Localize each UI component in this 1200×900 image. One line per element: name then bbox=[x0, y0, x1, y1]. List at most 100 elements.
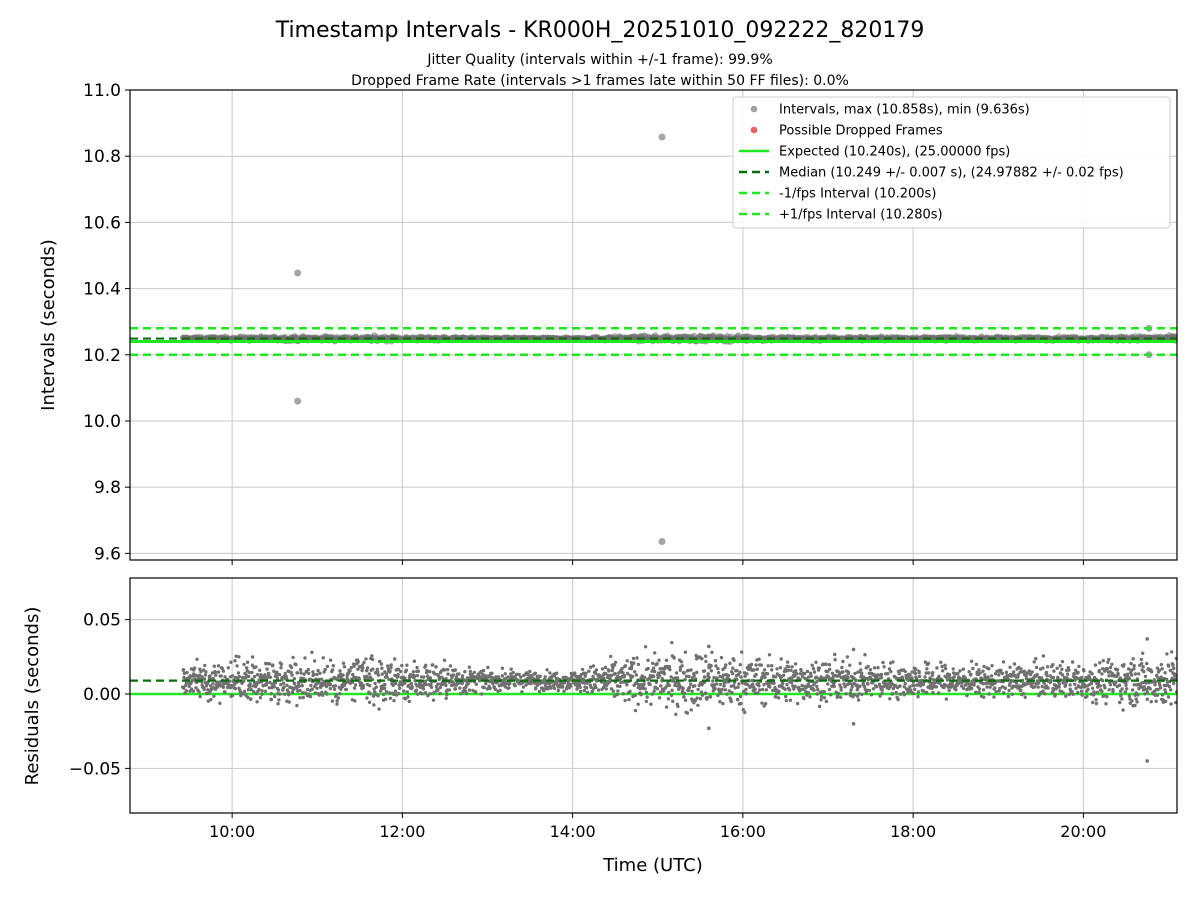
residual-point bbox=[254, 665, 258, 669]
residual-point bbox=[509, 667, 513, 671]
residual-point bbox=[287, 700, 291, 704]
residual-point bbox=[315, 686, 319, 690]
residual-point bbox=[827, 687, 832, 692]
residual-point bbox=[621, 692, 625, 696]
residual-point bbox=[728, 661, 732, 665]
residual-point bbox=[356, 659, 360, 664]
residual-point bbox=[306, 667, 310, 672]
residual-point bbox=[1027, 669, 1031, 673]
residual-point bbox=[898, 684, 902, 688]
residual-point bbox=[729, 699, 733, 704]
residual-point bbox=[181, 668, 186, 672]
interval-outlier-point bbox=[294, 397, 302, 405]
residual-point bbox=[1016, 675, 1020, 679]
residual-point bbox=[1034, 657, 1038, 661]
residual-point bbox=[404, 668, 409, 672]
bottom-panel: −0.05 0.00 0.05 10:00 12:00 14:00 16:00 18:00 2… bbox=[22, 577, 1178, 876]
residual-point bbox=[954, 688, 958, 692]
residual-point bbox=[785, 660, 790, 664]
residual-point bbox=[295, 686, 299, 690]
residual-point bbox=[260, 692, 264, 696]
residual-point bbox=[611, 666, 615, 670]
residual-point bbox=[333, 676, 337, 680]
legend-entry-label: Median (10.249 +/- 0.007 s), (24.97882 +… bbox=[779, 166, 1124, 181]
residual-point bbox=[644, 690, 649, 695]
residual-point bbox=[335, 702, 339, 706]
residual-point bbox=[384, 672, 389, 676]
residual-point bbox=[258, 696, 263, 700]
residual-point bbox=[285, 683, 289, 687]
residual-point bbox=[859, 668, 863, 672]
residual-point bbox=[958, 669, 962, 673]
residual-point bbox=[841, 670, 845, 674]
residual-point bbox=[316, 668, 320, 673]
residual-point bbox=[568, 678, 572, 682]
x-axis-label: Time (UTC) bbox=[602, 855, 703, 876]
residual-point bbox=[545, 668, 549, 672]
residual-point bbox=[923, 660, 928, 664]
residual-point bbox=[635, 656, 639, 660]
residual-point bbox=[1051, 663, 1055, 667]
residual-point bbox=[229, 660, 233, 664]
residual-point bbox=[321, 656, 325, 660]
residual-point bbox=[383, 682, 387, 687]
residual-point bbox=[1060, 659, 1065, 664]
residual-point bbox=[951, 684, 955, 688]
residual-point bbox=[467, 688, 472, 692]
residual-point bbox=[805, 669, 810, 674]
residual-point bbox=[651, 666, 656, 670]
residual-point bbox=[1141, 665, 1145, 669]
residual-point bbox=[1070, 660, 1075, 664]
residual-point bbox=[652, 674, 656, 679]
residual-point bbox=[889, 669, 893, 674]
residual-point bbox=[794, 669, 798, 673]
residual-point bbox=[967, 670, 971, 674]
residual-point bbox=[1127, 676, 1132, 681]
residual-point bbox=[1051, 675, 1056, 680]
residual-point bbox=[667, 690, 671, 695]
residual-point bbox=[934, 685, 939, 689]
residual-point bbox=[275, 670, 279, 674]
residual-point bbox=[578, 685, 582, 690]
residual-point bbox=[1100, 678, 1105, 683]
legend-box bbox=[732, 96, 1171, 229]
residual-point bbox=[323, 667, 327, 672]
residual-point bbox=[770, 668, 774, 672]
residual-point bbox=[782, 673, 786, 677]
residual-point bbox=[388, 669, 392, 673]
residual-point bbox=[645, 695, 649, 699]
residual-point bbox=[753, 687, 757, 691]
residual-point bbox=[1119, 694, 1123, 698]
residual-point bbox=[679, 660, 684, 664]
residual-point bbox=[671, 699, 675, 703]
bottom-y-axis: −0.05 0.00 0.05 bbox=[69, 611, 130, 779]
residual-point bbox=[1164, 699, 1168, 704]
residual-point bbox=[985, 685, 989, 689]
residual-point bbox=[925, 690, 929, 695]
residual-point bbox=[773, 686, 777, 690]
residual-point bbox=[800, 674, 805, 679]
residual-point bbox=[1143, 692, 1147, 696]
residual-point bbox=[987, 692, 991, 696]
residual-point bbox=[299, 671, 303, 675]
residual-point bbox=[500, 674, 504, 678]
bottom-y-tick-label: −0.05 bbox=[69, 759, 121, 779]
residual-point bbox=[681, 686, 685, 690]
residual-point bbox=[182, 675, 186, 680]
x-tick-label: 10:00 bbox=[209, 822, 255, 841]
residual-point bbox=[754, 663, 758, 667]
residual-point bbox=[839, 685, 843, 690]
residual-point bbox=[453, 668, 457, 672]
residual-point bbox=[488, 686, 492, 691]
residual-point bbox=[672, 656, 676, 660]
residual-point bbox=[247, 674, 251, 679]
residual-point bbox=[1053, 692, 1057, 697]
residual-point bbox=[682, 695, 686, 699]
residual-point bbox=[1101, 659, 1106, 663]
residual-point bbox=[811, 666, 816, 671]
residual-point bbox=[890, 691, 894, 696]
residual-point bbox=[713, 686, 717, 690]
residual-point bbox=[634, 673, 639, 677]
residual-point bbox=[444, 696, 448, 700]
residual-point bbox=[657, 696, 662, 700]
